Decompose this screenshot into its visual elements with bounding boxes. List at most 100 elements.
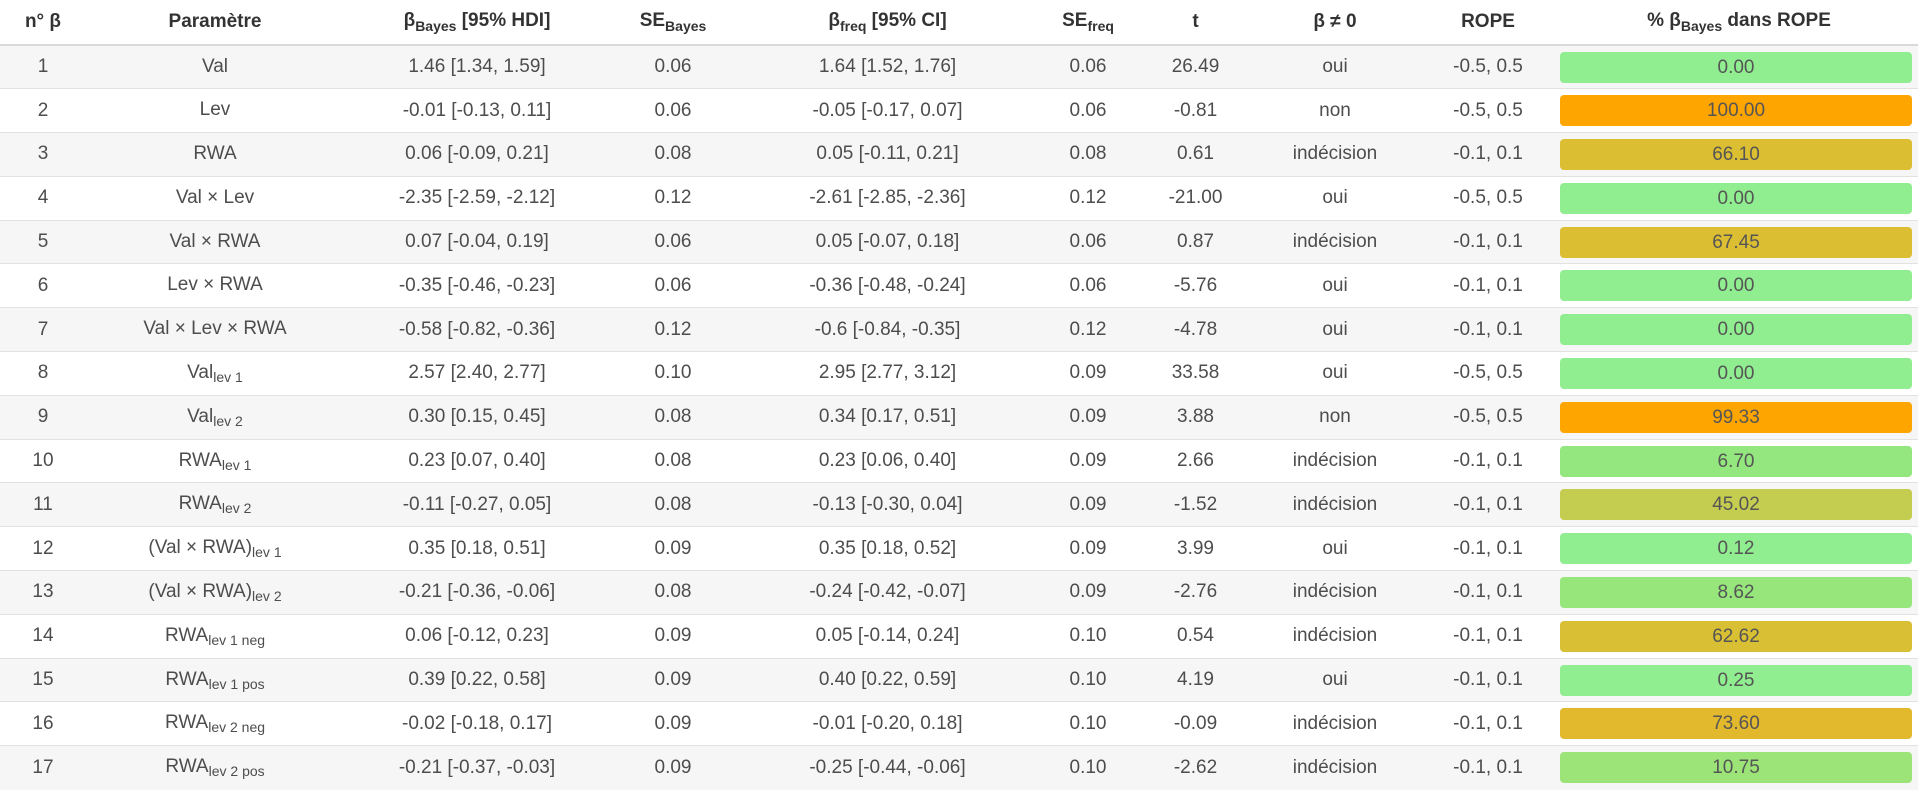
cell-se-bayes: 0.08	[610, 439, 736, 483]
param-subscript: lev 1	[252, 544, 282, 560]
param-subscript: lev 1 neg	[208, 632, 265, 648]
cell-param: (Val × RWA)lev 1	[86, 527, 344, 571]
cell-t: 3.88	[1137, 395, 1254, 439]
cell-beta-bayes: -0.02 [-0.18, 0.17]	[344, 702, 610, 746]
header-se-bayes: SEBayes	[610, 0, 736, 45]
table-row: 13 (Val × RWA)lev 2 -0.21 [-0.36, -0.06] 0.…	[0, 571, 1918, 615]
cell-t: -4.78	[1137, 308, 1254, 352]
pct-rope-badge: 0.12	[1560, 533, 1912, 564]
pct-rope-badge: 0.00	[1560, 358, 1912, 389]
cell-pct-rope: 0.25	[1560, 658, 1918, 702]
cell-num: 16	[0, 702, 86, 746]
cell-beta-freq: 0.34 [0.17, 0.51]	[736, 395, 1039, 439]
cell-beta-bayes: 0.23 [0.07, 0.40]	[344, 439, 610, 483]
cell-rope: -0.1, 0.1	[1416, 702, 1560, 746]
cell-se-bayes: 0.09	[610, 614, 736, 658]
cell-rope: -0.1, 0.1	[1416, 133, 1560, 177]
cell-se-bayes: 0.08	[610, 133, 736, 177]
header-se-freq: SEfreq	[1039, 0, 1137, 45]
cell-rope: -0.1, 0.1	[1416, 527, 1560, 571]
param-subscript: lev 1	[213, 369, 243, 385]
cell-rope: -0.1, 0.1	[1416, 614, 1560, 658]
cell-nonzero: oui	[1254, 308, 1416, 352]
cell-t: -5.76	[1137, 264, 1254, 308]
cell-param: RWAlev 1	[86, 439, 344, 483]
cell-se-freq: 0.10	[1039, 746, 1137, 790]
cell-beta-bayes: 0.06 [-0.12, 0.23]	[344, 614, 610, 658]
cell-beta-freq: 0.40 [0.22, 0.59]	[736, 658, 1039, 702]
cell-se-bayes: 0.10	[610, 352, 736, 396]
pct-rope-badge: 6.70	[1560, 446, 1912, 477]
pct-rope-badge: 10.75	[1560, 752, 1912, 783]
pct-rope-badge: 62.62	[1560, 621, 1912, 652]
cell-t: 0.87	[1137, 220, 1254, 264]
cell-pct-rope: 45.02	[1560, 483, 1918, 527]
table-row: 12 (Val × RWA)lev 1 0.35 [0.18, 0.51] 0.09 0…	[0, 527, 1918, 571]
cell-param: RWAlev 2 pos	[86, 746, 344, 790]
cell-se-bayes: 0.08	[610, 483, 736, 527]
pct-rope-badge: 8.62	[1560, 577, 1912, 608]
cell-param: Lev	[86, 89, 344, 133]
table-row: 5 Val × RWA 0.07 [-0.04, 0.19] 0.06 0.05 [-0…	[0, 220, 1918, 264]
header-nonzero: β ≠ 0	[1254, 0, 1416, 45]
cell-se-freq: 0.09	[1039, 352, 1137, 396]
cell-num: 1	[0, 45, 86, 89]
cell-se-freq: 0.12	[1039, 176, 1137, 220]
cell-beta-bayes: -0.11 [-0.27, 0.05]	[344, 483, 610, 527]
table-row: 3 RWA 0.06 [-0.09, 0.21] 0.08 0.05 [-0.11, 0…	[0, 133, 1918, 177]
cell-rope: -0.1, 0.1	[1416, 658, 1560, 702]
header-pct-rope: % βBayes dans ROPE	[1560, 0, 1918, 45]
cell-beta-bayes: -0.21 [-0.37, -0.03]	[344, 746, 610, 790]
cell-t: 0.61	[1137, 133, 1254, 177]
header-rope: ROPE	[1416, 0, 1560, 45]
cell-pct-rope: 100.00	[1560, 89, 1918, 133]
cell-beta-bayes: 0.39 [0.22, 0.58]	[344, 658, 610, 702]
cell-se-freq: 0.10	[1039, 702, 1137, 746]
cell-beta-freq: 1.64 [1.52, 1.76]	[736, 45, 1039, 89]
cell-se-freq: 0.09	[1039, 395, 1137, 439]
pct-rope-badge: 0.25	[1560, 665, 1912, 696]
cell-t: -0.81	[1137, 89, 1254, 133]
cell-pct-rope: 62.62	[1560, 614, 1918, 658]
cell-pct-rope: 0.00	[1560, 264, 1918, 308]
cell-num: 7	[0, 308, 86, 352]
cell-beta-bayes: -0.58 [-0.82, -0.36]	[344, 308, 610, 352]
pct-rope-badge: 0.00	[1560, 314, 1912, 345]
cell-se-bayes: 0.08	[610, 571, 736, 615]
cell-param: RWAlev 2 neg	[86, 702, 344, 746]
cell-beta-freq: 2.95 [2.77, 3.12]	[736, 352, 1039, 396]
cell-param: Val	[86, 45, 344, 89]
cell-num: 5	[0, 220, 86, 264]
header-beta-bayes: βBayes [95% HDI]	[344, 0, 610, 45]
cell-num: 9	[0, 395, 86, 439]
pct-rope-badge: 100.00	[1560, 95, 1912, 126]
cell-pct-rope: 8.62	[1560, 571, 1918, 615]
cell-nonzero: indécision	[1254, 483, 1416, 527]
cell-beta-bayes: 0.06 [-0.09, 0.21]	[344, 133, 610, 177]
cell-t: 4.19	[1137, 658, 1254, 702]
table-row: 2 Lev -0.01 [-0.13, 0.11] 0.06 -0.05 [-0.17,…	[0, 89, 1918, 133]
cell-num: 4	[0, 176, 86, 220]
pct-rope-badge: 0.00	[1560, 270, 1912, 301]
cell-beta-freq: -0.24 [-0.42, -0.07]	[736, 571, 1039, 615]
header-row: n° β Paramètre βBayes [95% HDI] SEBayes …	[0, 0, 1918, 45]
table-row: 6 Lev × RWA -0.35 [-0.46, -0.23] 0.06 -0.36 …	[0, 264, 1918, 308]
header-num: n° β	[0, 0, 86, 45]
cell-pct-rope: 0.00	[1560, 45, 1918, 89]
cell-num: 17	[0, 746, 86, 790]
cell-rope: -0.1, 0.1	[1416, 264, 1560, 308]
cell-se-bayes: 0.12	[610, 176, 736, 220]
cell-nonzero: oui	[1254, 527, 1416, 571]
cell-num: 2	[0, 89, 86, 133]
cell-beta-freq: -0.36 [-0.48, -0.24]	[736, 264, 1039, 308]
cell-num: 13	[0, 571, 86, 615]
cell-beta-freq: 0.23 [0.06, 0.40]	[736, 439, 1039, 483]
cell-se-bayes: 0.06	[610, 220, 736, 264]
cell-param: Val × Lev	[86, 176, 344, 220]
cell-nonzero: indécision	[1254, 133, 1416, 177]
cell-num: 15	[0, 658, 86, 702]
cell-rope: -0.1, 0.1	[1416, 746, 1560, 790]
cell-pct-rope: 66.10	[1560, 133, 1918, 177]
cell-pct-rope: 0.00	[1560, 308, 1918, 352]
cell-t: 26.49	[1137, 45, 1254, 89]
